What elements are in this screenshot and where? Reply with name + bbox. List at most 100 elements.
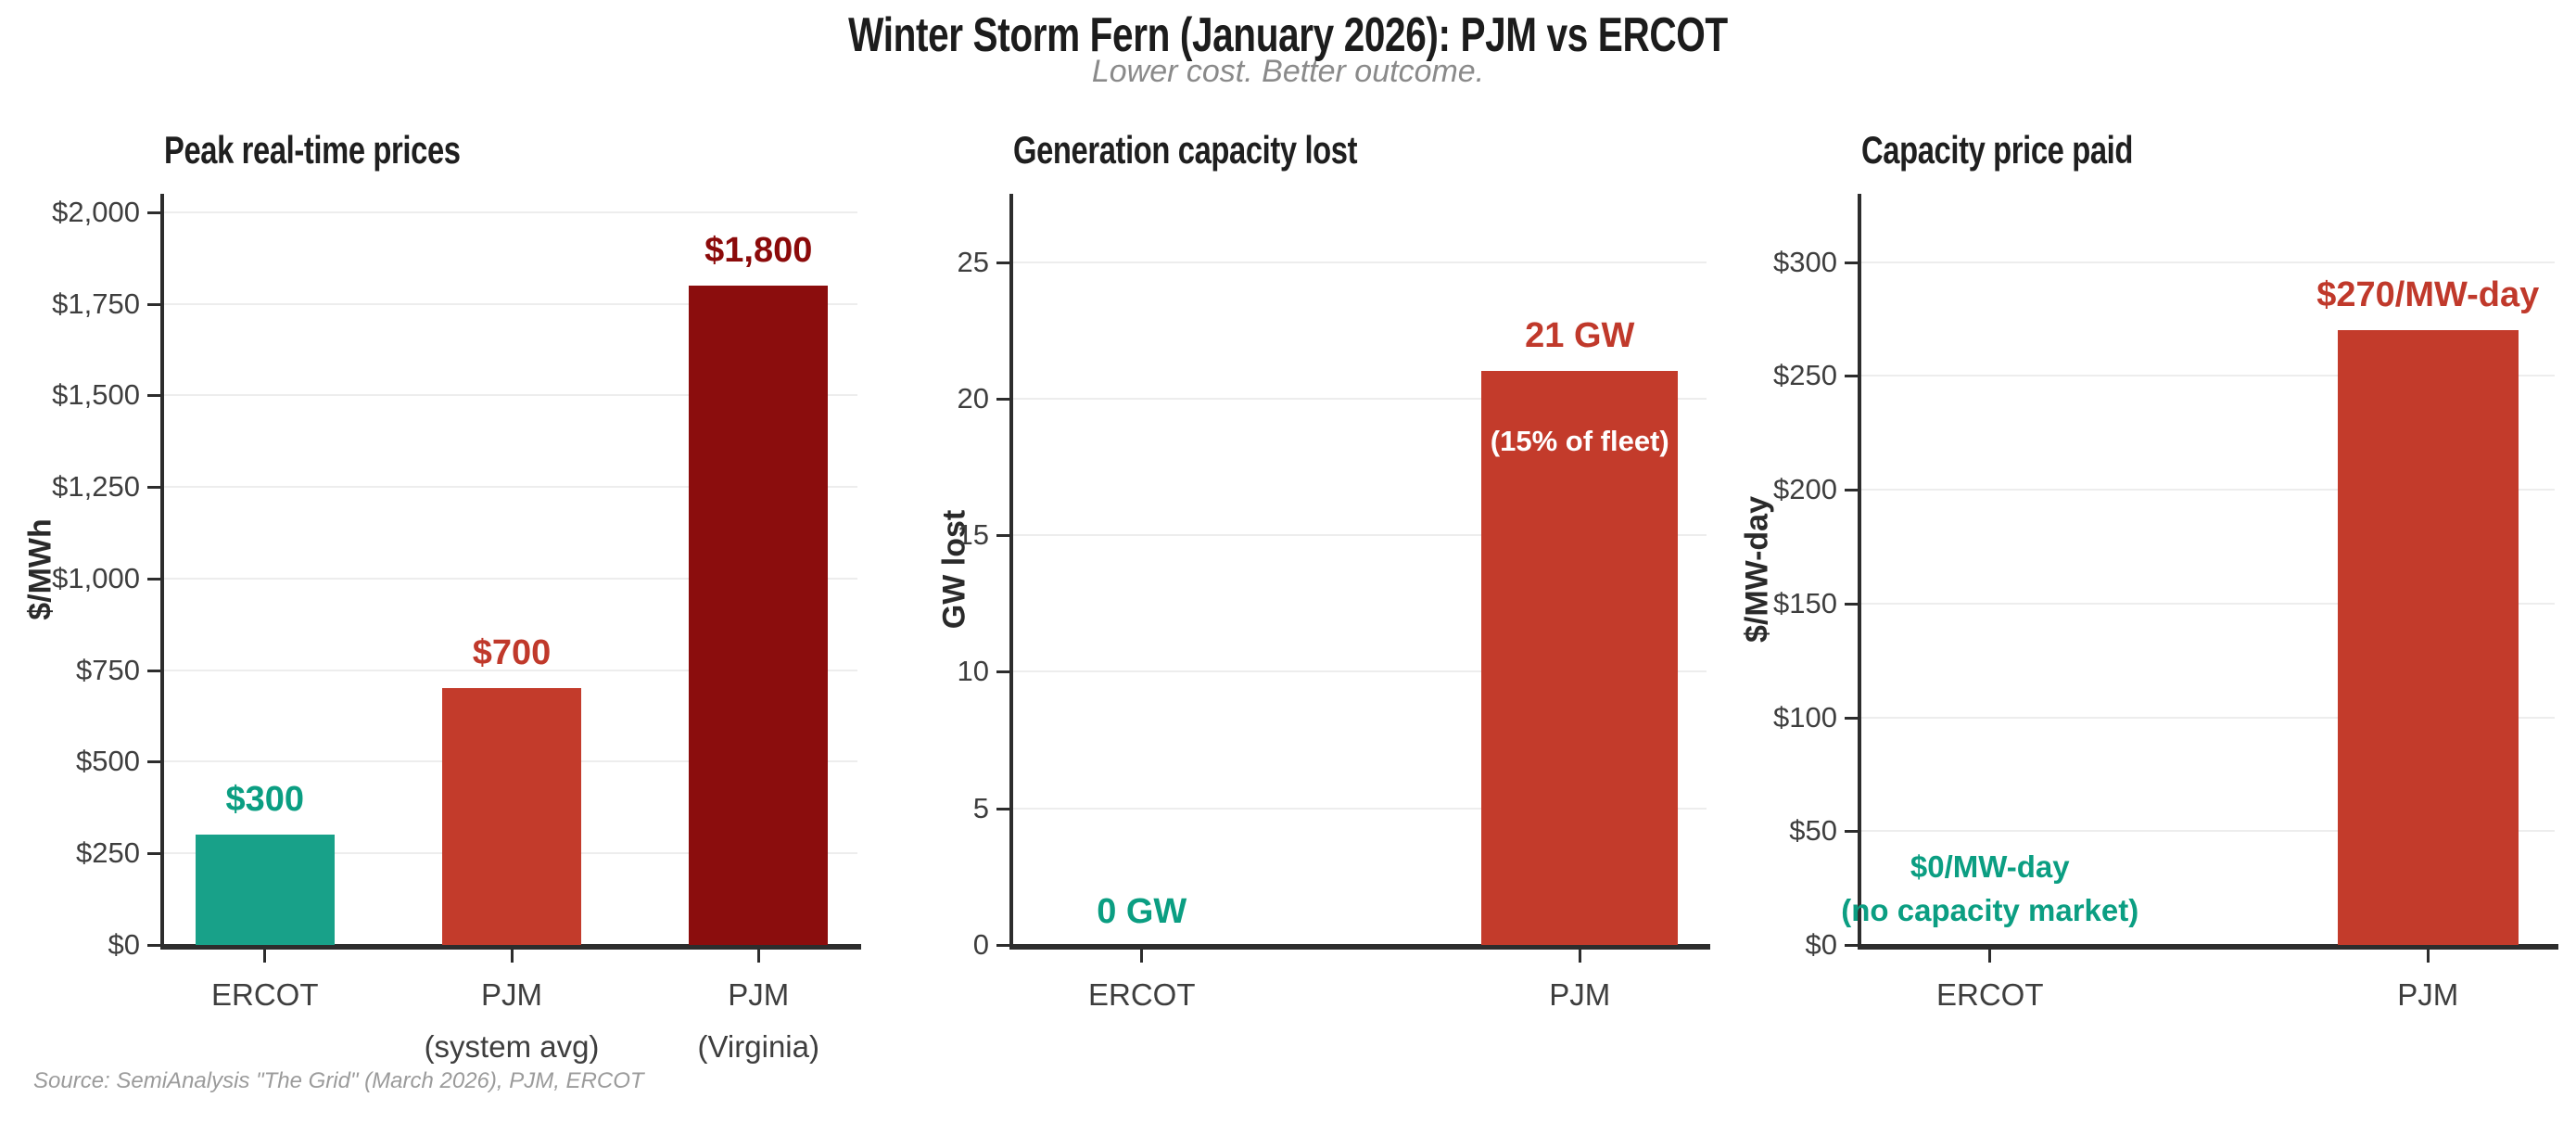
- y-axis-tick-label: $2,000: [52, 195, 140, 228]
- x-axis-line: [160, 944, 861, 950]
- x-axis-tick: [1988, 950, 1992, 963]
- x-axis-tick: [2426, 950, 2430, 963]
- gridline: [164, 577, 857, 580]
- y-axis-tick-label: $1,500: [52, 378, 140, 412]
- y-axis-tick-label: $150: [1773, 586, 1837, 619]
- gridline: [1861, 602, 2555, 605]
- y-axis-tick-label: $250: [1773, 359, 1837, 392]
- y-axis-tick-label: $1,750: [52, 287, 140, 320]
- y-axis-tick-label: $1,250: [52, 470, 140, 504]
- gridline: [1013, 261, 1707, 263]
- y-axis-tick: [147, 577, 160, 581]
- y-axis-tick-label: $250: [76, 836, 140, 870]
- gridline: [1861, 716, 2555, 719]
- y-axis-line: [1858, 194, 1861, 948]
- y-axis-tick: [996, 807, 1009, 810]
- y-axis-tick-label: 10: [957, 655, 989, 688]
- y-axis-tick: [996, 397, 1009, 401]
- category-label-pjm: PJM: [2397, 977, 2459, 1012]
- gridline: [1861, 375, 2555, 377]
- panel-title-capacity-price-paid: Capacity price paid: [1861, 128, 2133, 172]
- bar-value-label-ercot: 0 GW: [1097, 892, 1187, 931]
- bar-pjm: [2337, 330, 2519, 945]
- y-axis-tick-label: $300: [1773, 245, 1837, 278]
- bar-ercot: [195, 835, 335, 945]
- category-label-ercot: ERCOT: [1088, 977, 1196, 1012]
- gridline: [164, 394, 857, 397]
- x-axis-tick: [756, 950, 760, 963]
- y-axis-tick-label: 25: [957, 245, 989, 278]
- y-axis-tick-label: $50: [1789, 814, 1837, 848]
- y-axis-tick: [147, 211, 160, 214]
- gridline: [164, 302, 857, 305]
- gridline: [164, 669, 857, 671]
- category-label-ercot: ERCOT: [211, 977, 319, 1012]
- y-axis-tick: [996, 670, 1009, 674]
- y-axis-tick-label: $500: [76, 745, 140, 778]
- y-axis-line: [1009, 194, 1013, 948]
- y-axis-tick-label: $100: [1773, 700, 1837, 734]
- y-axis-tick: [996, 261, 1009, 264]
- x-axis-tick: [1578, 950, 1581, 963]
- y-axis-tick: [1845, 602, 1858, 606]
- category-label-pjm: PJM: [1549, 977, 1611, 1012]
- y-axis-tick: [1845, 716, 1858, 720]
- bar-value-label-pjm: $700: [472, 633, 552, 673]
- gridline: [1861, 261, 2555, 263]
- y-axis-tick-label: $1,000: [52, 561, 140, 594]
- x-axis-tick: [263, 950, 267, 963]
- y-axis-tick-label: $750: [76, 653, 140, 686]
- gridline: [1013, 534, 1707, 537]
- y-axis-line: [160, 194, 164, 948]
- x-axis-line: [1009, 944, 1710, 950]
- y-axis-tick-label: $0: [1805, 928, 1837, 961]
- bar-pjm: [442, 688, 581, 945]
- bar-value-label-pjm: $1,800: [704, 230, 813, 270]
- gridline: [164, 211, 857, 213]
- bar-value-label-ercot: $300: [225, 780, 305, 820]
- y-axis-tick-label: 5: [972, 791, 989, 824]
- source-credit: Source: SemiAnalysis "The Grid" (March 2…: [33, 1068, 644, 1093]
- gridline: [1861, 489, 2555, 491]
- y-axis-tick: [1845, 261, 1858, 264]
- x-axis-line: [1858, 944, 2558, 950]
- bar-value-label-pjm: $270/MW-day: [2316, 275, 2540, 315]
- y-axis-tick: [1845, 375, 1858, 378]
- gridline: [1013, 807, 1707, 810]
- gridline: [164, 486, 857, 489]
- x-axis-tick: [1140, 950, 1144, 963]
- y-axis-tick-label: $0: [108, 928, 140, 961]
- bar-pjm: [1481, 371, 1679, 945]
- y-axis-tick-label: 20: [957, 381, 989, 415]
- y-axis-tick: [147, 852, 160, 856]
- category-label-ercot: ERCOT: [1936, 977, 2044, 1012]
- y-axis-tick: [147, 302, 160, 306]
- bar-pjm: [689, 285, 829, 945]
- category-label-pjm: PJM (system avg): [424, 977, 600, 1064]
- y-axis-tick-label: 15: [957, 518, 989, 552]
- gridline: [1013, 397, 1707, 400]
- gridline: [1861, 830, 2555, 833]
- gridline: [1013, 670, 1707, 673]
- y-axis-tick-label: $200: [1773, 473, 1837, 506]
- x-axis-tick: [510, 950, 514, 963]
- y-axis-tick: [147, 669, 160, 672]
- y-axis-tick: [996, 534, 1009, 538]
- y-axis-tick: [996, 944, 1009, 947]
- y-axis-tick: [147, 486, 160, 490]
- panel-title-generation-capacity-lost: Generation capacity lost: [1013, 128, 1358, 172]
- plot-area-generation-capacity-lost: 0 5 10 15 20 25 ERCOT 0 GW PJM 21 GW (15% of fleet…: [958, 194, 1710, 1012]
- category-label-pjm: PJM (Virginia): [697, 977, 819, 1064]
- y-axis-tick: [147, 760, 160, 764]
- bar-value-label-pjm: 21 GW: [1525, 316, 1635, 356]
- plot-area-capacity-price-paid: $0 $50 $100 $150 $200 $250 $300 ERCOT $0/MW-day(…: [1773, 194, 2558, 1012]
- y-axis-tick: [1845, 830, 1858, 834]
- plot-area-peak-real-time-prices: $0 $250 $500 $750 $1,000 $1,250 $1,500 $1,750 $2…: [52, 194, 861, 1064]
- y-axis-label-mw-day: $/MW-day: [1739, 496, 1775, 643]
- y-axis-tick-label: 0: [972, 928, 989, 961]
- y-axis-tick: [1845, 944, 1858, 947]
- y-axis-tick: [1845, 489, 1858, 492]
- panel-title-peak-real-time-prices: Peak real-time prices: [164, 128, 461, 172]
- figure-title: Winter Storm Fern (January 2026): PJM vs…: [848, 8, 1728, 62]
